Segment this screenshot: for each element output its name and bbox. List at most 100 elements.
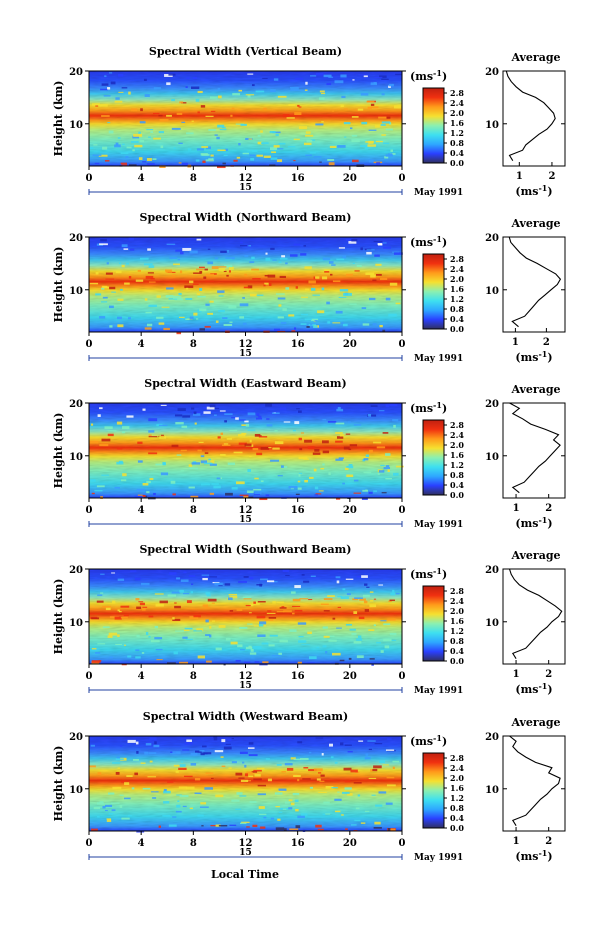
colorbar-tick-label: 2.4 <box>450 430 464 440</box>
x-tick-label: 16 <box>291 838 305 849</box>
x-tick-label: 8 <box>190 838 197 849</box>
colorbar-tick-label: 0.4 <box>450 480 464 490</box>
average-x-unit: (ms-1) <box>515 183 552 198</box>
average-y-tick-label: 10 <box>485 785 499 796</box>
average-profile-panel: Average 20 10 1 2(ms-1) <box>485 51 566 198</box>
average-title: Average <box>510 217 560 230</box>
x-tick-label: 8 <box>190 339 197 350</box>
x-tick-label: 20 <box>343 339 357 350</box>
x-tick-label: 4 <box>138 838 145 849</box>
average-profile-line <box>508 568 563 659</box>
colorbar-tick-label: 2.4 <box>450 596 464 606</box>
colorbar-tick-label: 0.4 <box>450 813 464 823</box>
average-frame <box>502 735 566 832</box>
date-label: May 1991 <box>414 853 463 863</box>
panel-title: Spectral Width (Northward Beam) <box>140 211 352 224</box>
average-profile-line <box>509 402 561 494</box>
colorbar-tick-label: 0.4 <box>450 314 464 324</box>
x-tick-label: 12 <box>239 339 253 350</box>
colorbar <box>422 585 445 662</box>
average-y-tick-label: 20 <box>485 399 499 410</box>
colorbar-tick-label: 2.0 <box>450 606 464 616</box>
heatmap-texture <box>89 736 399 833</box>
average-x-tick-label: 1 <box>513 669 520 680</box>
x-tick-label: 20 <box>343 838 357 849</box>
x-tick-label: 8 <box>190 671 197 682</box>
colorbar-tick-label: 2.0 <box>450 108 464 118</box>
x-tick-label: 16 <box>291 173 305 184</box>
colorbar-tick-label: 1.6 <box>450 616 464 626</box>
average-x-tick-label: 2 <box>545 669 552 680</box>
x-tick-label: 16 <box>291 671 305 682</box>
panel-title: Spectral Width (Westward Beam) <box>143 710 348 723</box>
y-tick-label: 10 <box>69 618 83 629</box>
average-x-tick-label: 1 <box>513 836 520 847</box>
colorbar-tick-label: 1.2 <box>450 128 464 138</box>
average-title: Average <box>510 383 560 396</box>
colorbar-tick-label: 2.4 <box>450 763 464 773</box>
colorbar-tick-label: 2.4 <box>450 264 464 274</box>
y-tick-label: 10 <box>69 286 83 297</box>
average-title: Average <box>510 51 560 64</box>
colorbar-tick-label: 0.0 <box>450 158 464 168</box>
y-tick-label: 10 <box>69 452 83 463</box>
average-title: Average <box>510 716 560 729</box>
x-tick-label: 16 <box>291 505 305 516</box>
heatmap-texture <box>89 237 403 335</box>
colorbar-tick-label: 0.0 <box>450 656 464 666</box>
colorbar-tick-label: 2.0 <box>450 440 464 450</box>
x-tick-label: 20 <box>343 505 357 516</box>
colorbar-unit: (ms-1) <box>410 733 447 748</box>
colorbar-tick-label: 1.6 <box>450 284 464 294</box>
panel-title: Spectral Width (Vertical Beam) <box>149 45 342 58</box>
y-axis-label: Height (km) <box>52 579 65 655</box>
average-profile-panel: Average 20 10 1 2(ms-1) <box>485 549 566 696</box>
heatmap-texture <box>90 403 404 501</box>
x-tick-label: 0 <box>86 173 93 184</box>
x-tick-label: 12 <box>239 173 253 184</box>
average-x-tick-label: 2 <box>548 171 555 182</box>
date-label: May 1991 <box>414 354 463 364</box>
heatmap-field <box>89 403 402 498</box>
average-profile-panel: Average 20 10 1 2(ms-1) <box>485 383 566 530</box>
colorbar-tick-label: 2.4 <box>450 98 464 108</box>
date-label: May 1991 <box>414 188 463 198</box>
average-y-tick-label: 20 <box>485 732 499 743</box>
y-axis-label: Height (km) <box>52 81 65 157</box>
colorbar-tick-label: 1.2 <box>450 460 464 470</box>
average-y-tick-label: 20 <box>485 565 499 576</box>
x-tick-label: 20 <box>343 173 357 184</box>
heatmap-field <box>89 71 402 166</box>
x-tick-label: 12 <box>239 671 253 682</box>
average-x-tick-label: 2 <box>545 836 552 847</box>
x-tick-label: 0 <box>86 671 93 682</box>
panel-4: Spectral Width (Southward Beam)2010Heigh… <box>52 543 566 696</box>
colorbar-tick-label: 1.6 <box>450 450 464 460</box>
colorbar-tick-label: 2.0 <box>450 773 464 783</box>
average-x-unit: (ms-1) <box>515 681 552 696</box>
day-label: 15 <box>239 515 252 525</box>
day-label: 15 <box>239 681 252 691</box>
average-frame <box>502 568 566 665</box>
average-x-unit: (ms-1) <box>515 349 552 364</box>
panel-2: Spectral Width (Northward Beam)2010Heigh… <box>52 211 566 364</box>
colorbar-tick-label: 1.6 <box>450 118 464 128</box>
colorbar-tick-label: 2.8 <box>450 586 464 596</box>
average-x-unit: (ms-1) <box>515 515 552 530</box>
average-frame <box>502 236 566 333</box>
colorbar <box>422 752 445 829</box>
colorbar-tick-label: 1.2 <box>450 626 464 636</box>
x-tick-label: 20 <box>343 671 357 682</box>
average-profile-line <box>508 236 562 328</box>
y-tick-label: 20 <box>69 565 83 576</box>
x-tick-label: 16 <box>291 339 305 350</box>
average-y-tick-label: 20 <box>485 67 499 78</box>
x-tick-label: 8 <box>190 173 197 184</box>
colorbar-tick-label: 0.8 <box>450 803 464 813</box>
colorbar-unit: (ms-1) <box>410 68 447 83</box>
average-y-tick-label: 10 <box>485 120 499 131</box>
y-axis-label: Height (km) <box>52 746 65 822</box>
average-x-tick-label: 1 <box>513 503 520 514</box>
x-tick-label: 0 <box>399 173 406 184</box>
colorbar <box>422 87 445 164</box>
